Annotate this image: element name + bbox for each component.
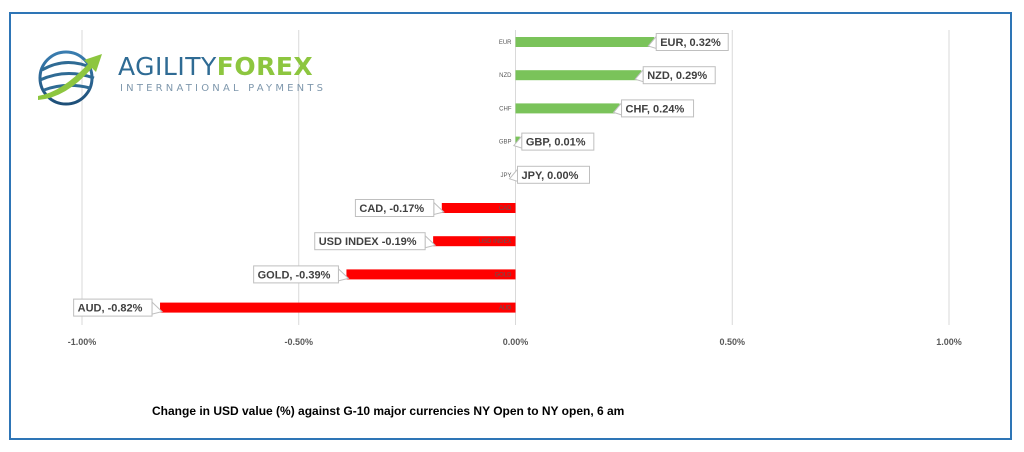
logo-subtitle: INTERNATIONAL PAYMENTS	[120, 83, 327, 94]
data-label: CHF, 0.24%	[626, 103, 685, 115]
x-tick-label: 1.00%	[936, 337, 962, 347]
agility-forex-logo: AGILITYFOREX INTERNATIONAL PAYMENTS	[32, 38, 323, 108]
data-label: USD INDEX -0.19%	[319, 236, 417, 248]
bar	[346, 269, 516, 280]
category-label: JPY	[500, 173, 511, 179]
data-label-box	[655, 33, 729, 51]
data-label-box	[521, 132, 595, 151]
category-label: EUR	[499, 40, 512, 46]
category-label: USD INDEX	[479, 239, 512, 245]
data-label-box	[354, 199, 435, 217]
category-label: AUD	[499, 306, 512, 312]
data-label: CAD, -0.17%	[359, 203, 424, 215]
data-label: NZD, 0.29%	[647, 70, 707, 82]
category-label: GBP	[499, 140, 512, 146]
bar	[433, 236, 516, 247]
bar	[515, 37, 655, 47]
logo-word-forex: FOREX	[216, 52, 314, 81]
logo-word-agility: AGILITY	[118, 52, 217, 81]
category-label: NZD	[499, 73, 512, 79]
data-label-box	[517, 165, 590, 184]
x-tick-label: 0.00%	[503, 337, 529, 347]
x-tick-label: -1.00%	[68, 337, 97, 347]
category-label: GOLD	[494, 272, 512, 278]
x-tick-label: -0.50%	[284, 337, 313, 347]
globe-swoosh-icon	[38, 50, 102, 106]
x-tick-label: 0.50%	[719, 337, 745, 347]
category-label: CHF	[499, 106, 512, 112]
data-label: JPY, 0.00%	[522, 170, 579, 182]
data-label-box	[621, 99, 695, 118]
logo-wordmark: AGILITYFOREX	[118, 52, 313, 81]
bar	[515, 70, 642, 81]
chart-caption: Change in USD value (%) against G-10 maj…	[152, 404, 625, 418]
bar	[515, 103, 620, 114]
data-label-box	[73, 298, 153, 317]
data-label: GBP, 0.01%	[526, 137, 586, 149]
bar	[441, 203, 516, 213]
data-label: AUD, -0.82%	[78, 303, 143, 315]
data-label: GOLD, -0.39%	[258, 269, 331, 281]
category-label: CAD	[499, 206, 512, 212]
data-label-box	[253, 265, 339, 284]
data-label-box	[642, 66, 716, 85]
data-label: EUR, 0.32%	[660, 37, 721, 49]
bar	[160, 302, 516, 313]
data-label-box	[314, 232, 426, 251]
chart-frame	[9, 12, 1012, 440]
